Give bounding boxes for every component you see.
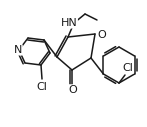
Text: HN: HN [61, 18, 77, 28]
Text: O: O [98, 30, 106, 40]
Text: N: N [14, 45, 22, 55]
Text: Cl: Cl [37, 82, 47, 92]
Text: O: O [69, 85, 77, 95]
Text: Cl: Cl [123, 63, 133, 73]
